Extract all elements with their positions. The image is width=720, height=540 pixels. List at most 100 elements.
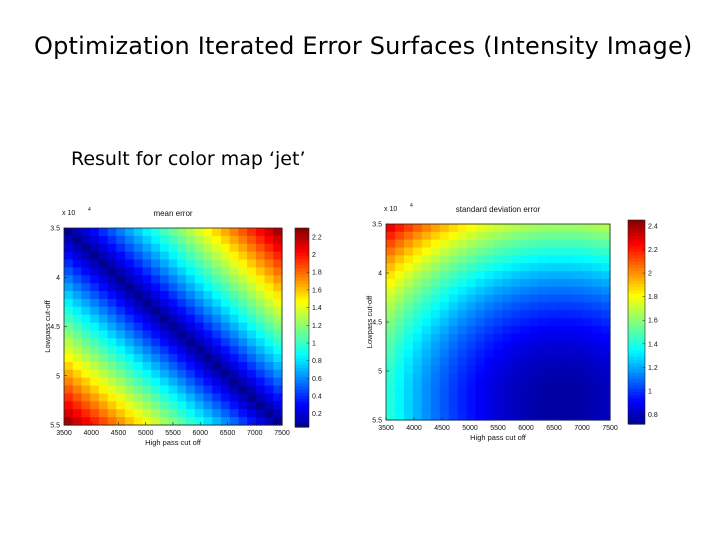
heatmap-cell	[220, 235, 231, 245]
heatmap-cell	[565, 318, 575, 327]
heatmap-cell	[439, 247, 450, 256]
heatmap-cell	[538, 271, 548, 280]
heatmap-cell	[186, 267, 196, 276]
heatmap-cell	[574, 278, 584, 288]
heatmap-cell	[212, 417, 222, 426]
heatmap-cell	[574, 263, 584, 272]
heatmap-cell	[403, 333, 414, 343]
heatmap-cell	[565, 239, 575, 249]
heatmap-cell	[238, 267, 248, 276]
heatmap-cell	[412, 286, 423, 296]
heatmap-cell	[159, 377, 170, 387]
colorbar-tick-label: 1.8	[648, 294, 658, 301]
heatmap-cell	[502, 247, 513, 256]
heatmap-cell	[116, 401, 126, 410]
heatmap-cell	[394, 333, 405, 343]
y-tick-label: 3.5	[50, 226, 60, 233]
heatmap-cell	[238, 283, 248, 292]
heatmap-cell	[107, 330, 117, 339]
colorbar-segment	[295, 237, 309, 242]
heatmap-cell	[229, 401, 239, 410]
heatmap-cell	[273, 275, 283, 284]
heatmap-cell	[264, 354, 274, 363]
heatmap-cell	[592, 302, 602, 311]
heatmap-cell	[264, 401, 274, 410]
heatmap-cell	[142, 385, 152, 395]
colorbar-segment	[628, 337, 645, 342]
heatmap-cell	[159, 354, 170, 363]
heatmap-cell	[203, 385, 213, 395]
heatmap-cell	[547, 224, 557, 233]
heatmap-cell	[159, 330, 170, 339]
heatmap-cell	[177, 306, 187, 316]
heatmap-cell	[177, 385, 187, 395]
heatmap-cell	[81, 338, 91, 347]
heatmap-cell	[592, 247, 602, 256]
heatmap-cell	[386, 224, 396, 233]
heatmap-cell	[168, 338, 178, 347]
heatmap-cell	[133, 346, 144, 355]
heatmap-cell	[529, 286, 539, 296]
heatmap-cell	[466, 224, 477, 233]
heatmap-cell	[116, 275, 126, 284]
heatmap-cell	[72, 346, 83, 355]
heatmap-cell	[511, 231, 521, 241]
heatmap-cell	[403, 271, 414, 280]
heatmap-cell	[520, 333, 530, 343]
heatmap-cell	[439, 294, 450, 303]
heatmap-cell	[412, 341, 423, 351]
heatmap-cell	[574, 341, 584, 351]
heatmap-cell	[72, 369, 83, 379]
heatmap-cell	[394, 302, 405, 311]
heatmap-cell	[133, 322, 144, 332]
heatmap-cell	[421, 380, 432, 390]
heatmap-cell	[403, 310, 414, 319]
heatmap-cell	[601, 388, 611, 398]
heatmap-cell	[592, 255, 602, 264]
heatmap-cell	[116, 314, 126, 324]
heatmap-cell	[159, 346, 170, 355]
heatmap-cell	[511, 239, 521, 249]
heatmap-cell	[247, 409, 257, 418]
heatmap-cell	[583, 302, 593, 311]
heatmap-cell	[538, 247, 548, 256]
heatmap-cell	[151, 409, 161, 418]
heatmap-cell	[439, 404, 450, 413]
heatmap-cell	[592, 396, 602, 405]
heatmap-cell	[264, 417, 274, 426]
heatmap-cell	[403, 372, 414, 382]
colorbar-tick-label: 1	[312, 340, 316, 347]
heatmap-cell	[601, 294, 611, 303]
heatmap-cell	[421, 365, 432, 374]
heatmap-cell	[212, 267, 222, 276]
heatmap-cell	[556, 372, 566, 382]
heatmap-cell	[484, 388, 495, 398]
heatmap-cell	[484, 302, 495, 311]
heatmap-cell	[125, 393, 135, 402]
heatmap-cell	[203, 314, 213, 324]
heatmap-cell	[484, 224, 495, 233]
heatmap-cell	[412, 224, 423, 233]
heatmap-cell	[556, 310, 566, 319]
heatmap-cell	[194, 401, 205, 410]
heatmap-cell	[177, 298, 187, 308]
heatmap-cell	[116, 243, 126, 253]
heatmap-cell	[186, 228, 196, 237]
heatmap-cell	[457, 255, 468, 264]
heatmap-cell	[439, 278, 450, 288]
heatmap-cell	[151, 417, 161, 426]
heatmap-cell	[107, 298, 117, 308]
heatmap-cell	[493, 372, 504, 382]
heatmap-cell	[583, 349, 593, 358]
heatmap-cell	[466, 302, 477, 311]
colorbar-segment	[295, 336, 309, 341]
heatmap-cell	[273, 393, 283, 402]
heatmap-cell	[502, 396, 513, 405]
heatmap-cell	[466, 412, 477, 421]
heatmap-cell	[421, 341, 432, 351]
heatmap-cell	[125, 346, 135, 355]
heatmap-cell	[194, 385, 205, 395]
heatmap-cell	[430, 278, 441, 288]
heatmap-cell	[177, 322, 187, 332]
heatmap-cell	[529, 372, 539, 382]
